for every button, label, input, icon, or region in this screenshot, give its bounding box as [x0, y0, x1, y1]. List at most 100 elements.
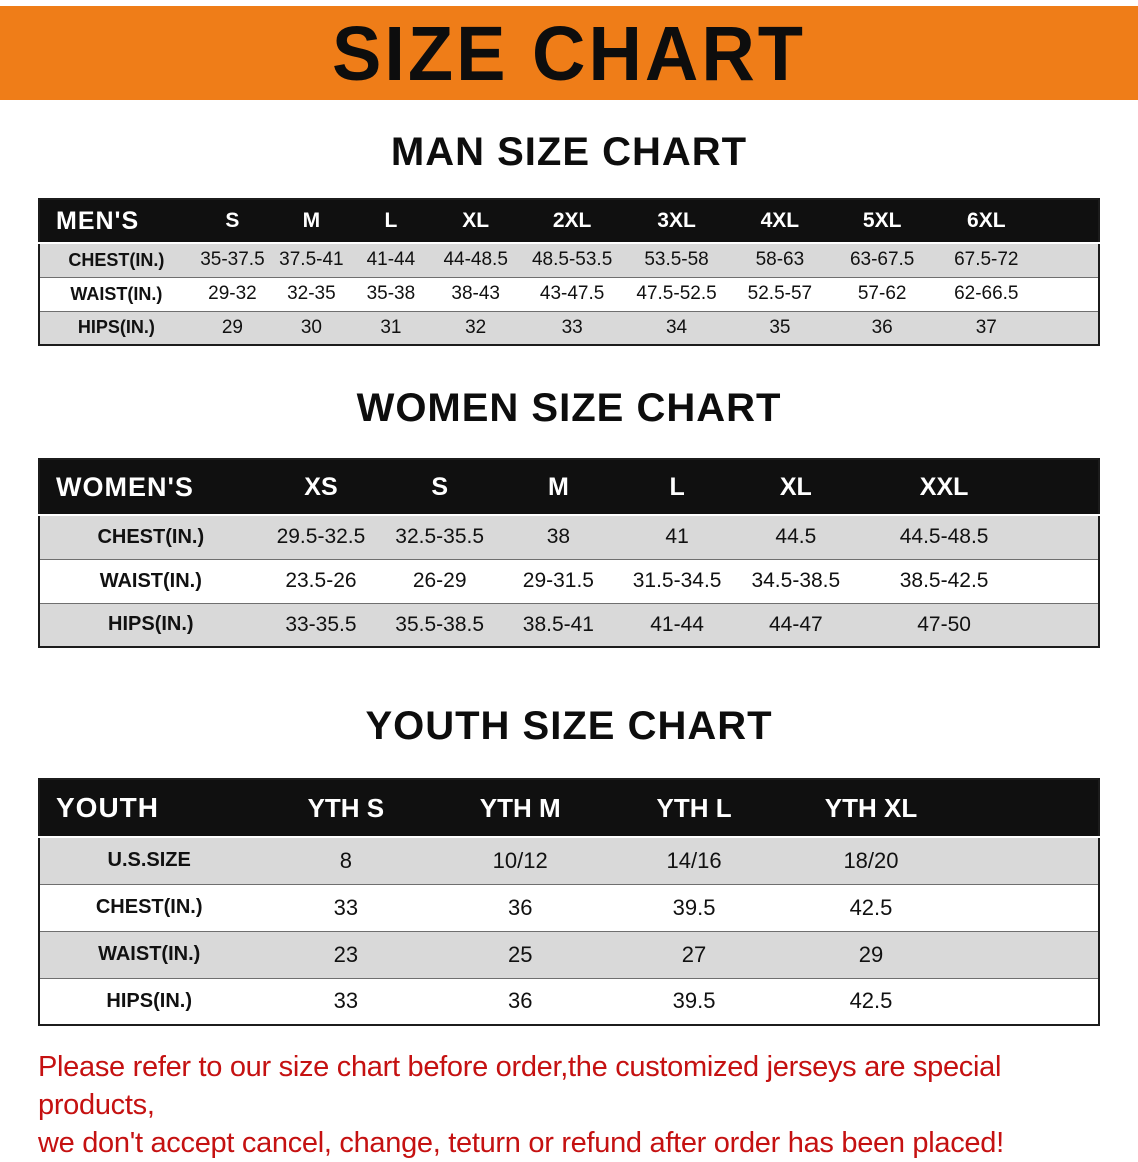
table-cell: 67.5-72 [933, 242, 1099, 277]
table-cell: 31.5-34.5 [617, 558, 737, 603]
table-cell: 36 [433, 977, 608, 1025]
table-cell: 62-66.5 [933, 276, 1099, 311]
row-label: WAIST(IN.) [39, 930, 259, 978]
table-cell: 37 [933, 310, 1099, 345]
table-row: HIPS(IN.) 33 36 39.5 42.5 [39, 977, 1099, 1025]
table-cell: 44-48.5 [431, 242, 521, 277]
table-row: WAIST(IN.) 29-32 32-35 35-38 38-43 43-47.5 47.… [39, 276, 1099, 311]
column-header: XL [736, 459, 856, 516]
section-men: MAN SIZE CHART MEN'S S M L XL 2XL 3XL 4XL 5XL 6XL… [38, 130, 1100, 346]
table-cell: 32 [431, 310, 521, 345]
row-label: CHEST(IN.) [39, 514, 262, 559]
table-cell: 32.5-35.5 [380, 514, 500, 559]
table-cell: 36 [830, 310, 934, 345]
table-cell: 29.5-32.5 [261, 514, 381, 559]
table-cell: 63-67.5 [830, 242, 934, 277]
table-cell: 29-31.5 [499, 558, 618, 603]
column-header: YTH M [433, 779, 608, 838]
table-cell: 38 [499, 514, 618, 559]
column-header: 2XL [520, 199, 625, 244]
table-cell: 35-37.5 [192, 242, 273, 277]
table-cell: 33-35.5 [261, 602, 381, 647]
table-cell: 41 [617, 514, 737, 559]
column-header: XS [261, 459, 381, 516]
table-corner-label: YOUTH [39, 779, 259, 838]
row-label: HIPS(IN.) [39, 977, 259, 1025]
table-cell: 33 [258, 977, 434, 1025]
table-row: WAIST(IN.) 23.5-26 26-29 29-31.5 31.5-34.5 34… [39, 558, 1099, 603]
table-cell: 32-35 [272, 276, 351, 311]
column-header: 6XL [933, 199, 1099, 244]
table-cell: 39.5 [607, 883, 781, 931]
table-row: U.S.SIZE 8 10/12 14/16 18/20 [39, 836, 1099, 884]
table-cell: 44.5-48.5 [855, 514, 1099, 559]
column-header: 4XL [729, 199, 831, 244]
table-cell: 35.5-38.5 [380, 602, 500, 647]
table-cell: 34.5-38.5 [736, 558, 856, 603]
table-cell: 23.5-26 [261, 558, 381, 603]
table-cell: 35 [729, 310, 831, 345]
table-cell: 29 [780, 930, 1099, 978]
table-cell: 34 [624, 310, 730, 345]
table-corner-label: MEN'S [39, 199, 193, 244]
row-label: HIPS(IN.) [39, 310, 193, 345]
disclaimer: Please refer to our size chart before or… [38, 1048, 1100, 1162]
table-cell: 41-44 [350, 242, 432, 277]
table-cell: 42.5 [780, 883, 1099, 931]
content: MAN SIZE CHART MEN'S S M L XL 2XL 3XL 4XL 5XL 6XL… [38, 130, 1100, 1162]
table-cell: 35-38 [350, 276, 432, 311]
table-header-row: MEN'S S M L XL 2XL 3XL 4XL 5XL 6XL [39, 199, 1099, 244]
table-cell: 33 [520, 310, 625, 345]
table-cell: 44.5 [736, 514, 856, 559]
table-cell: 38-43 [431, 276, 521, 311]
table-cell: 38.5-42.5 [855, 558, 1099, 603]
table-row: CHEST(IN.) 35-37.5 37.5-41 41-44 44-48.5 48.5… [39, 242, 1099, 277]
table-cell: 14/16 [607, 836, 781, 884]
table-cell: 27 [607, 930, 781, 978]
table-cell: 44-47 [736, 602, 856, 647]
row-label: CHEST(IN.) [39, 883, 259, 931]
youth-size-table: YOUTH YTH S YTH M YTH L YTH XL U.S.SIZE 8 10/12… [38, 778, 1100, 1026]
disclaimer-line-2: we don't accept cancel, change, teturn o… [38, 1127, 1004, 1159]
section-women: WOMEN SIZE CHART WOMEN'S XS S M L XL XXL CHEST(… [38, 386, 1100, 648]
column-header: S [380, 459, 500, 516]
table-cell: 26-29 [380, 558, 500, 603]
table-cell: 30 [272, 310, 351, 345]
table-cell: 10/12 [433, 836, 608, 884]
table-cell: 48.5-53.5 [520, 242, 625, 277]
row-label: U.S.SIZE [39, 836, 259, 884]
table-row: HIPS(IN.) 33-35.5 35.5-38.5 38.5-41 41-44 44-… [39, 602, 1099, 647]
column-header: M [272, 199, 351, 244]
column-header: YTH L [607, 779, 781, 838]
table-cell: 53.5-58 [624, 242, 730, 277]
men-size-table: MEN'S S M L XL 2XL 3XL 4XL 5XL 6XL CHEST(IN.) 35-37… [38, 198, 1100, 346]
page-title: SIZE CHART [332, 9, 806, 97]
column-header: YTH XL [780, 779, 1099, 838]
section-youth: YOUTH SIZE CHART YOUTH YTH S YTH M YTH L YTH… [38, 704, 1100, 1026]
column-header: 5XL [830, 199, 934, 244]
row-label: WAIST(IN.) [39, 276, 193, 311]
table-cell: 58-63 [729, 242, 831, 277]
table-cell: 47-50 [855, 602, 1099, 647]
column-header: L [617, 459, 737, 516]
table-cell: 23 [258, 930, 434, 978]
table-row: CHEST(IN.) 33 36 39.5 42.5 [39, 883, 1099, 931]
women-size-table: WOMEN'S XS S M L XL XXL CHEST(IN.) 29.5-32.5 32.5… [38, 458, 1100, 648]
column-header: L [350, 199, 432, 244]
table-header-row: YOUTH YTH S YTH M YTH L YTH XL [39, 779, 1099, 838]
column-header: YTH S [258, 779, 434, 838]
table-cell: 47.5-52.5 [624, 276, 730, 311]
table-header-row: WOMEN'S XS S M L XL XXL [39, 459, 1099, 516]
table-cell: 25 [433, 930, 608, 978]
table-cell: 52.5-57 [729, 276, 831, 311]
column-header: XL [431, 199, 521, 244]
men-section-heading: MAN SIZE CHART [390, 130, 748, 174]
row-label: WAIST(IN.) [39, 558, 262, 603]
table-cell: 33 [258, 883, 434, 931]
table-cell: 8 [258, 836, 434, 884]
table-cell: 29-32 [192, 276, 273, 311]
column-header: 3XL [624, 199, 730, 244]
disclaimer-line-1: Please refer to our size chart before or… [38, 1051, 1002, 1121]
table-cell: 37.5-41 [272, 242, 351, 277]
table-row: HIPS(IN.) 29 30 31 32 33 34 35 36 37 [39, 310, 1099, 345]
